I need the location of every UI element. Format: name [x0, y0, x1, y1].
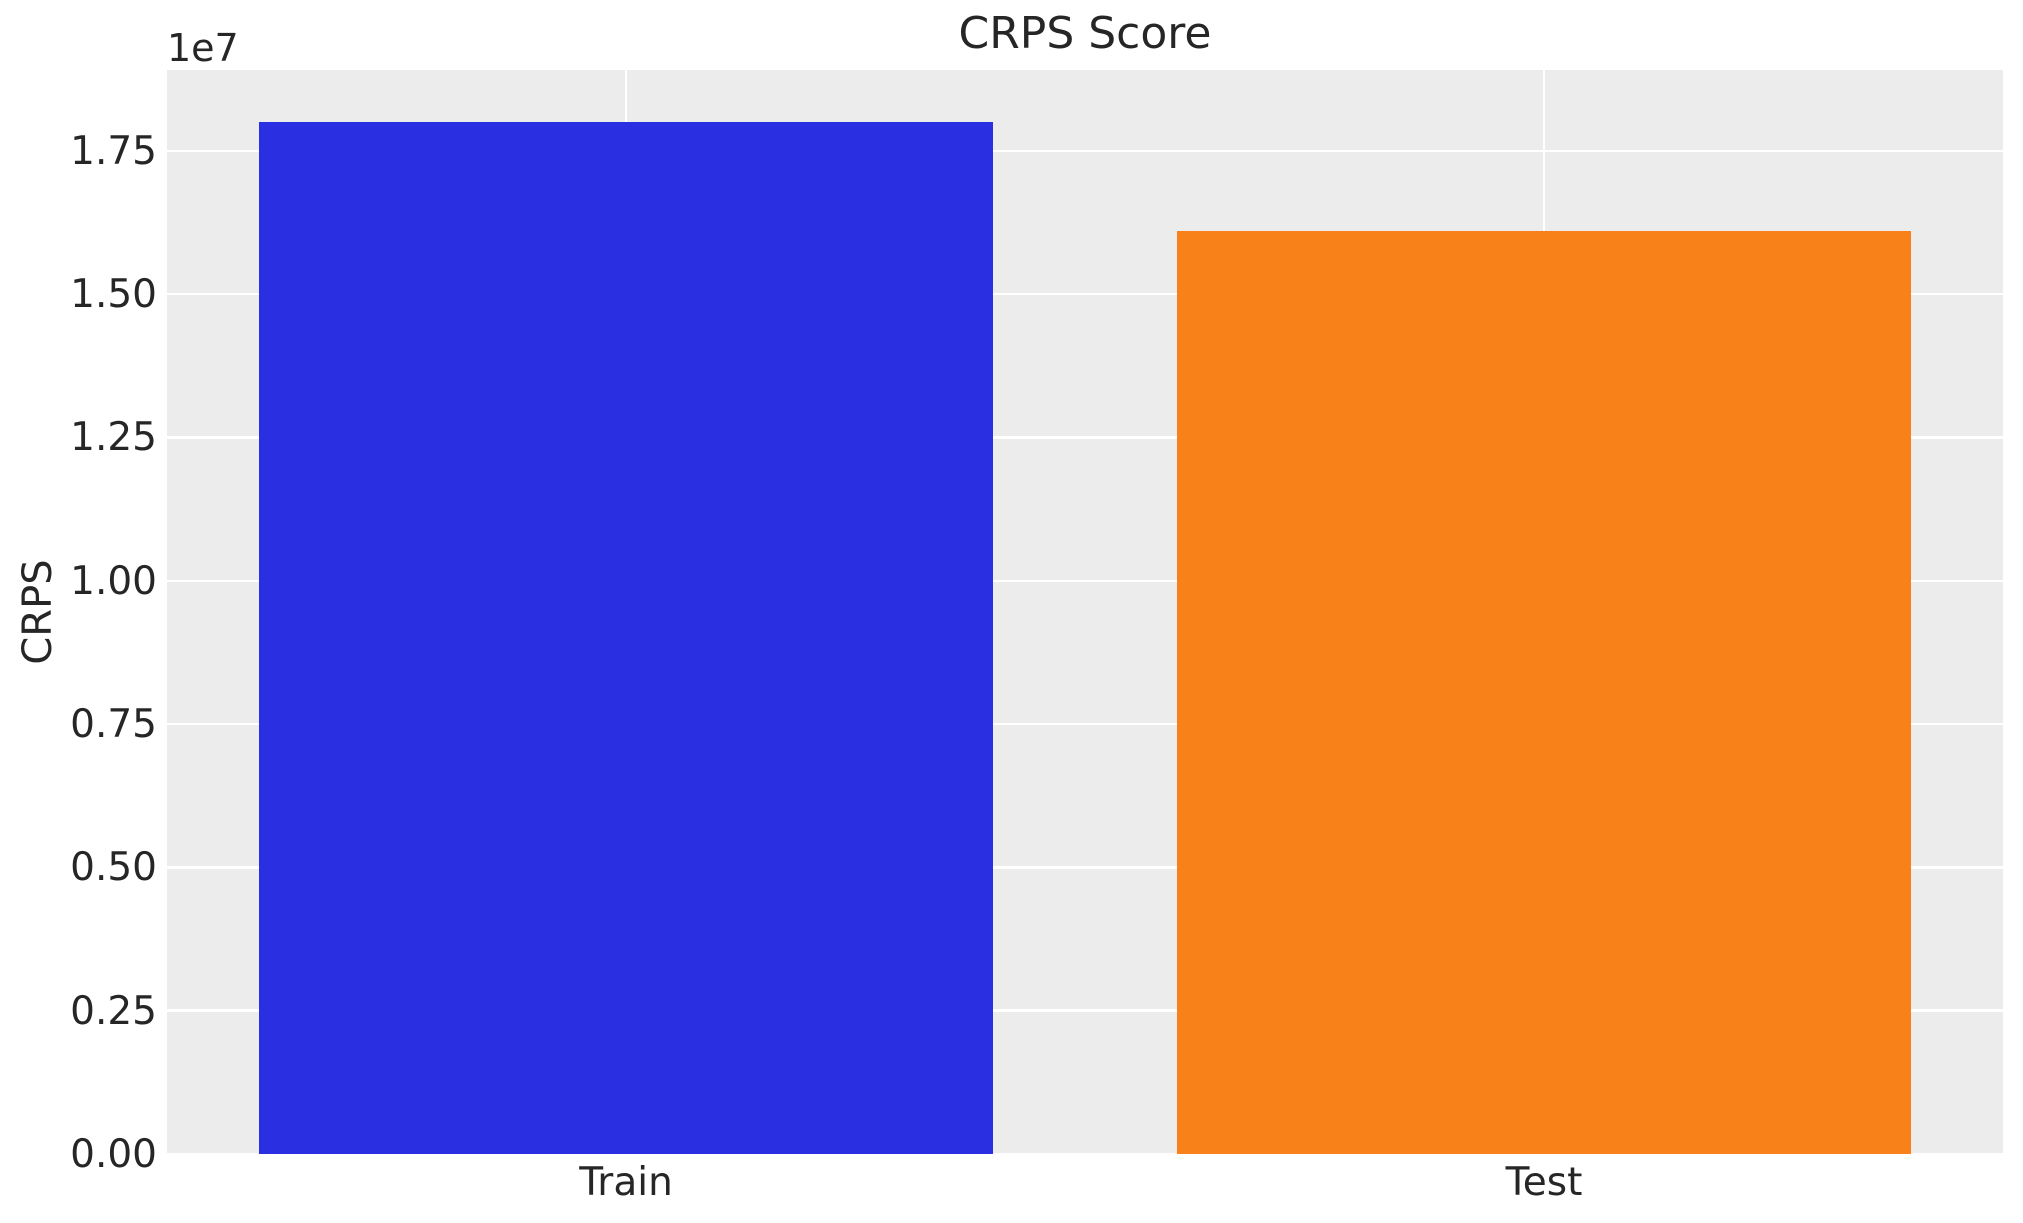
bar-train: [258, 122, 994, 1154]
y-tick-label: 0.00: [70, 1132, 157, 1177]
y-tick-label: 0.25: [70, 988, 157, 1034]
y-tick-label: 0.75: [70, 702, 157, 748]
y-gridline: [167, 436, 2003, 439]
y-axis-offset-label: 1e7: [167, 26, 239, 70]
y-gridline: [167, 579, 2003, 582]
y-tick-label: 0.50: [70, 845, 157, 891]
y-axis-label: CRPS: [15, 559, 61, 665]
x-tick-label-train: Train: [579, 1160, 673, 1205]
y-tick-label: 1.25: [70, 415, 157, 461]
y-tick-label: 1.50: [70, 272, 157, 318]
x-tick-label-test: Test: [1505, 1160, 1583, 1205]
bar-test: [1176, 231, 1912, 1154]
y-tick-label: 1.00: [70, 558, 157, 604]
y-gridline: [167, 1009, 2003, 1012]
y-gridline: [167, 1152, 2003, 1156]
plot-area: [167, 70, 2003, 1156]
y-gridline: [167, 292, 2003, 296]
chart-title: CRPS Score: [958, 8, 1212, 59]
y-gridline: [167, 149, 2003, 153]
y-tick-label: 1.75: [70, 128, 157, 174]
y-gridline: [167, 866, 2003, 869]
y-gridline: [167, 722, 2003, 726]
